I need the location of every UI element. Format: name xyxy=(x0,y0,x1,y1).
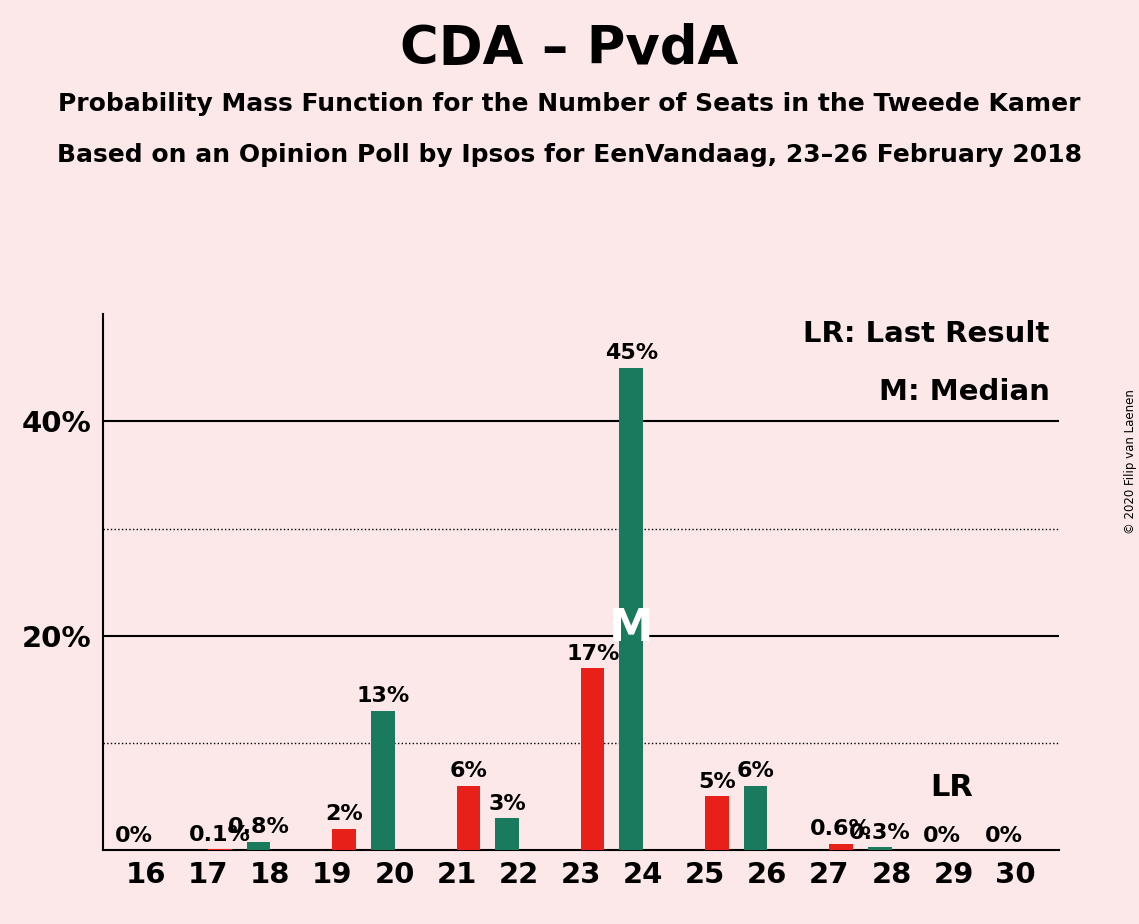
Text: 5%: 5% xyxy=(698,772,736,792)
Text: 6%: 6% xyxy=(737,761,775,782)
Bar xyxy=(744,785,768,850)
Bar xyxy=(868,847,892,850)
Text: 0.6%: 0.6% xyxy=(810,820,872,839)
Text: Probability Mass Function for the Number of Seats in the Tweede Kamer: Probability Mass Function for the Number… xyxy=(58,92,1081,116)
Text: 0%: 0% xyxy=(985,826,1023,845)
Bar xyxy=(620,368,644,850)
Text: 17%: 17% xyxy=(566,644,620,663)
Text: 2%: 2% xyxy=(326,805,363,824)
Bar xyxy=(208,849,231,850)
Bar xyxy=(829,844,853,850)
Bar xyxy=(371,711,394,850)
Text: 0.1%: 0.1% xyxy=(189,825,251,845)
Text: M: M xyxy=(609,607,654,650)
Bar xyxy=(495,818,518,850)
Text: 3%: 3% xyxy=(489,794,526,814)
Text: Based on an Opinion Poll by Ipsos for EenVandaag, 23–26 February 2018: Based on an Opinion Poll by Ipsos for Ee… xyxy=(57,143,1082,167)
Bar xyxy=(457,785,481,850)
Text: LR: Last Result: LR: Last Result xyxy=(803,320,1050,347)
Text: M: Median: M: Median xyxy=(879,379,1050,407)
Text: 0.3%: 0.3% xyxy=(849,822,910,843)
Text: 6%: 6% xyxy=(450,761,487,782)
Text: LR: LR xyxy=(931,772,974,802)
Text: 45%: 45% xyxy=(605,344,658,363)
Text: 13%: 13% xyxy=(357,687,409,707)
Text: CDA – PvdA: CDA – PvdA xyxy=(400,23,739,75)
Bar xyxy=(705,796,729,850)
Bar xyxy=(247,842,270,850)
Text: 0%: 0% xyxy=(923,826,961,845)
Text: 0%: 0% xyxy=(115,826,153,845)
Bar xyxy=(333,829,357,850)
Text: 0.8%: 0.8% xyxy=(228,817,289,837)
Bar xyxy=(581,668,605,850)
Text: © 2020 Filip van Laenen: © 2020 Filip van Laenen xyxy=(1124,390,1137,534)
